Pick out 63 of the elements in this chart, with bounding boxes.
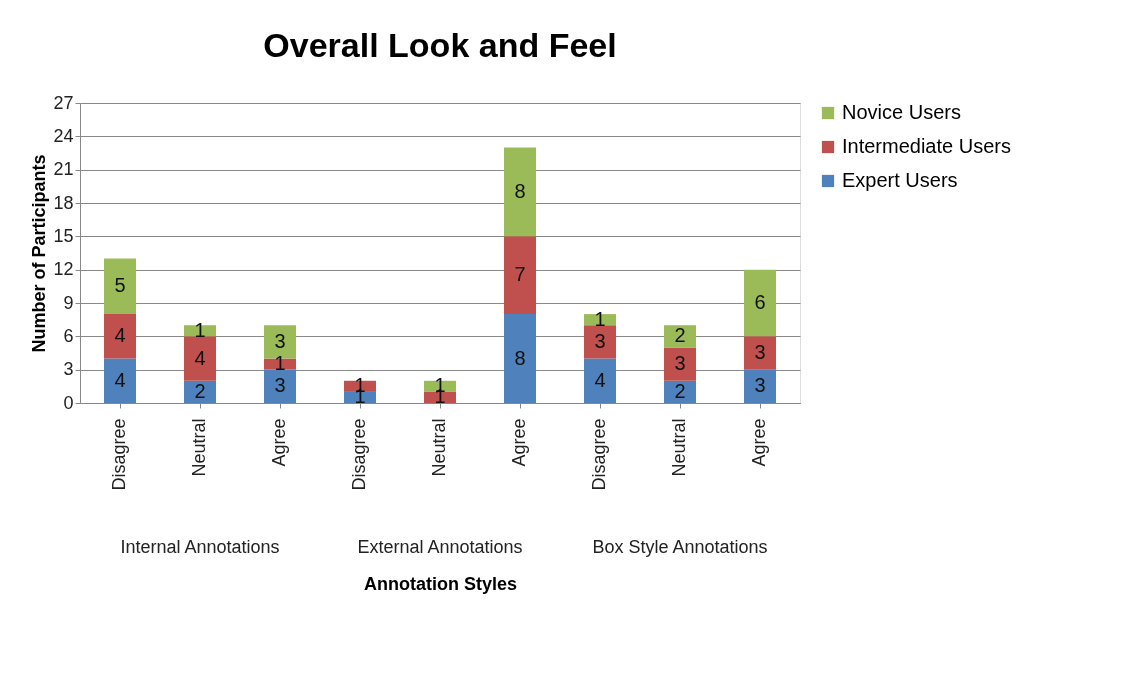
bar (744, 269, 776, 337)
y-tick-label: 9 (63, 292, 74, 313)
y-tick-label: 27 (53, 92, 74, 113)
text: Box Style Annotations (592, 537, 768, 557)
data-label: 2 (674, 379, 686, 402)
y-tick-label: 6 (63, 325, 74, 346)
x-tick-label: Disagree (109, 418, 129, 491)
data-label: 3 (754, 341, 766, 363)
data-label: 4 (594, 368, 606, 391)
data-label: 2 (194, 379, 206, 402)
bar (744, 369, 776, 403)
y-tick-label: 0 (63, 392, 74, 413)
y-axis-title: Number of Participants (29, 154, 50, 353)
x-tick-label: Neutral (429, 418, 449, 477)
bar (104, 358, 136, 403)
x-tick-label: Agree (509, 418, 529, 467)
y-tick-label: 15 (53, 225, 74, 246)
y-tick-label: 24 (53, 125, 74, 146)
data-label: 3 (594, 329, 606, 352)
x-tick-label: Disagree (589, 418, 609, 491)
legend-label: Expert Users (842, 169, 958, 191)
x-tick-label: Neutral (189, 418, 209, 477)
text: Internal Annotations (120, 537, 280, 557)
data-label: 3 (674, 352, 686, 375)
data-label: 3 (274, 374, 286, 397)
bar (584, 325, 616, 359)
bar (584, 358, 616, 403)
data-label: 4 (194, 346, 206, 369)
bar (664, 347, 696, 381)
data-label: 7 (514, 263, 526, 286)
bar (104, 258, 136, 315)
bar (184, 336, 216, 381)
data-label: 6 (754, 291, 766, 313)
legend-label: Novice Users (842, 101, 961, 123)
data-label: 5 (114, 274, 126, 297)
x-tick-label: Agree (749, 418, 769, 467)
x-axis-title: Annotation Styles (363, 573, 518, 594)
x-tick-label: Agree (269, 418, 289, 467)
data-label: 2 (674, 324, 686, 347)
bar (264, 369, 296, 403)
data-label: 1 (274, 352, 286, 375)
data-label: 3 (274, 329, 286, 352)
y-tick-label: 12 (53, 259, 74, 280)
bar (504, 147, 536, 237)
bar (744, 336, 776, 370)
bar (504, 236, 536, 315)
data-label: 1 (194, 318, 206, 341)
bar (104, 314, 136, 359)
x-tick-label: Disagree (349, 418, 369, 491)
legend-label: Intermediate Users (842, 135, 1011, 157)
data-label: 4 (114, 324, 126, 347)
data-label: 4 (114, 368, 126, 391)
y-tick-label: 3 (63, 359, 74, 380)
text: External Annotations (357, 537, 523, 557)
data-label: 8 (514, 346, 526, 369)
data-label: 8 (514, 179, 526, 202)
bar (504, 314, 536, 403)
y-tick-label: 21 (53, 159, 74, 180)
x-tick-label: Neutral (669, 418, 689, 477)
chart-title: Overall Look and Feel (263, 26, 617, 64)
data-label: 3 (754, 374, 766, 397)
y-tick-label: 18 (53, 192, 74, 213)
data-label: 1 (594, 307, 606, 330)
